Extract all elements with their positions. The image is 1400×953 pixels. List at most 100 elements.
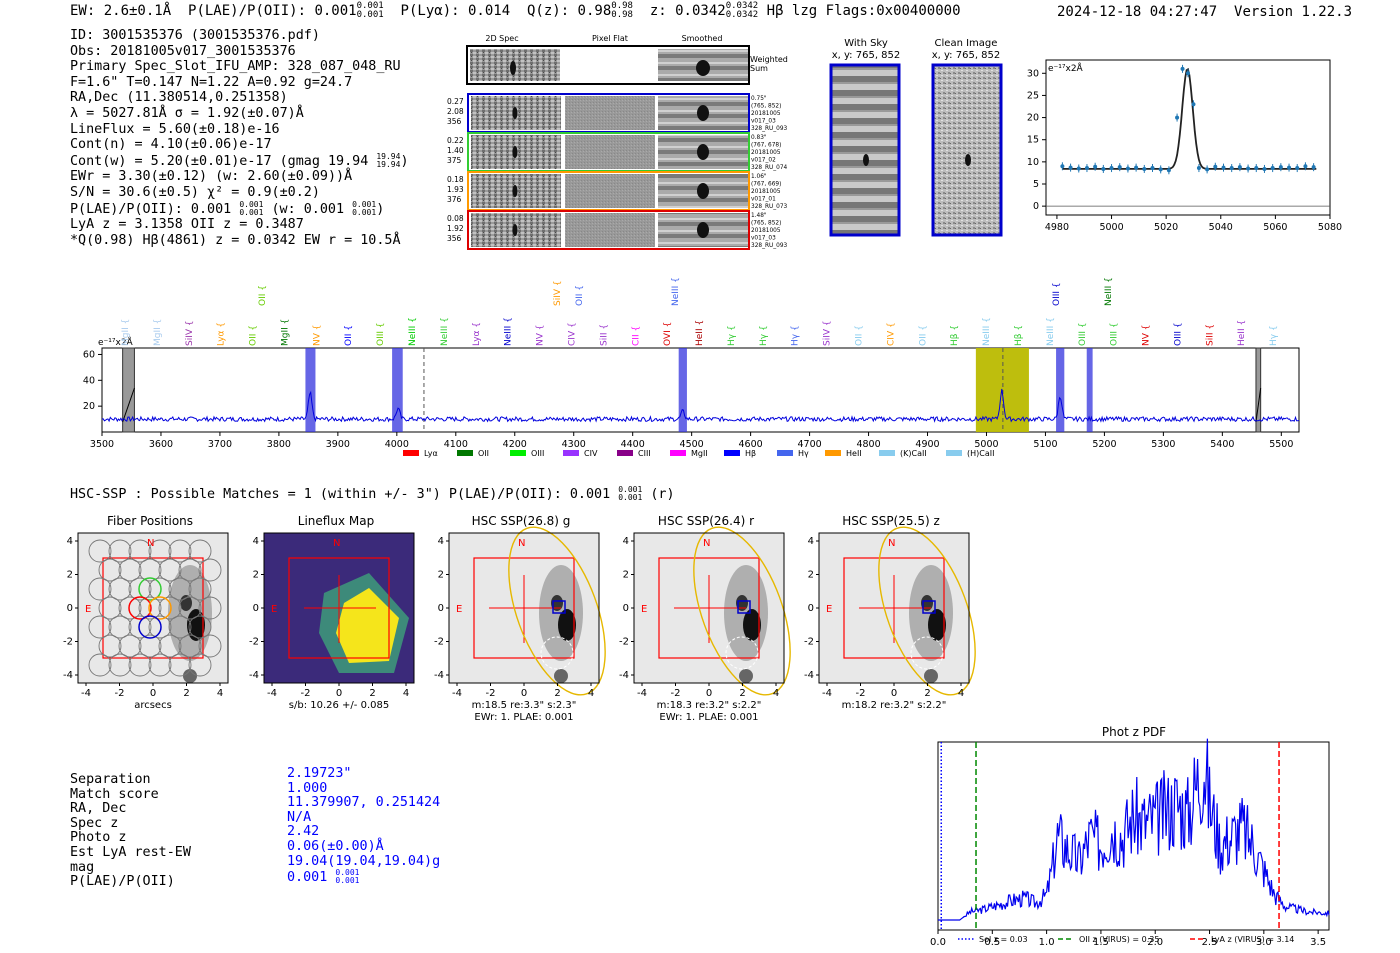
fiber-circle [168,539,192,563]
photz-xtick-label: 3.0 [1256,937,1272,948]
cutout-signal [512,107,518,119]
spectrum-ytick-label: 60 [83,349,95,360]
fiber-circle [148,615,172,639]
fiber-circle [158,596,182,620]
spectrum-xtick-label: 5400 [1210,439,1234,450]
fiber-circle [128,615,152,639]
fit-point [1262,166,1267,171]
hsc-caption-1: m:18.2 re:3.2" s:2.2" [842,700,947,711]
hsc-panel-svg: HSC SSP(26.8) g N E 4 2 0 -2 -4 -4 -2 0 2 4 m:18.5 re… [434,514,606,723]
spectrum-upper-label: NeIII { [1104,277,1114,306]
photz-legend-label: Sol z = 0.03 [979,935,1028,944]
spectrum-upper-label: OII { [575,285,585,306]
hsc-xtick-label: -2 [115,688,125,699]
fit-unit: e⁻¹⁷x2Å [1048,62,1084,74]
cutout-signal [512,224,518,236]
cutout-smoothed-signal [697,144,709,160]
fit-point [1150,166,1155,171]
legend-label: OII [478,449,489,458]
info-contw-sup: 19.94 [376,151,401,161]
match-label-7: P(LAE)/P(OII) [70,874,175,890]
col-smoothed: Smoothed [682,34,723,43]
east-label: E [641,604,647,615]
fiber-circle [88,577,112,601]
fit-point [1093,164,1098,169]
spectrum-highlight [392,348,403,432]
fiber-circle [198,558,222,582]
fiber-circle [98,596,122,620]
fit-ytick-label: 5 [1033,179,1039,190]
spectrum-ticks: 3500 3600 3700 3800 3900 4000 4100 4200 4300 4400… [83,349,1293,450]
legend-label: Hγ [798,449,809,458]
hsc-heading-sup: 0.001 [618,485,643,494]
hsc-xtick-label: 2 [924,688,930,699]
hsc-panel-title: HSC SSP(25.5) z [842,514,940,528]
fiber-circle [88,539,112,563]
hsc-xtick-label: 0 [706,688,712,699]
lineflux-peak [336,588,399,663]
spectrum-line-label: NV { [536,325,546,346]
hsc-panel-svg: Fiber Positions N E 4 2 0 -2 -4 -4 -2 0 2 4 arcsecs [63,514,229,711]
fiber-circle [128,653,152,677]
cutout-right-label: 1.06" [751,174,767,180]
hsc-xtick-label: 0 [336,688,342,699]
hsc-panel-frame [818,532,970,684]
weighted-label-1: Weighted [750,55,788,64]
spectrum-ytick-label: 20 [83,401,95,412]
weighted-label-2: Sum [750,64,768,73]
fiber-orange [148,596,172,620]
fit-xtick-label: 5020 [1154,222,1178,233]
fit-point [1109,166,1114,171]
info-plae-sup: 0.001 [239,199,264,209]
header-z-tail: Hβ lzg Flags:0x00400000 [766,3,961,19]
hsc-ytick-label: 0 [253,603,259,614]
hsc-panel-frame [263,532,415,684]
spectrum-line-label: Hγ { [791,325,801,346]
spectrum-line-label: NeIII { [440,317,450,346]
hsc-ytick-label: 0 [438,603,444,614]
fiber-circle [188,539,212,563]
spectrum-line-label: Lyα { [217,322,227,346]
hsc-panel: Lineflux Map N E 4 2 0 -2 -4 -4 -2 0 2 4 s/b: 10.26 +… [236,510,421,729]
legend-swatch [777,450,793,456]
fit-point [1076,166,1081,171]
hsc-panel-frame [633,532,785,684]
fiber-circle [188,577,212,601]
info-plae-w: (w: 0.001 [271,201,345,217]
clean-label: Clean Image x, y: 765, 852 [928,38,1004,62]
fit-point [1311,165,1316,170]
match-value-7: 0.001 0.001 0.001 [287,869,440,886]
spectrum-ytick-label: 40 [83,375,95,386]
galaxy-core [558,609,576,641]
hsc-heading-sub: 0.001 [618,493,643,502]
spectrum-xtick-label: 4600 [739,439,763,450]
hsc-xtick-label: 2 [183,688,189,699]
galaxy-ellipse [693,526,791,696]
fit-xtick-label: 5080 [1318,222,1342,233]
legend-swatch [403,450,419,456]
line-fit-plot: e⁻¹⁷x2Å 4980 5000 5020 5040 5060 5080 0 5 10 15 20… [1027,59,1342,233]
info-contw: Cont(w) = 5.20(±0.01)e-17 (gmag 19.94 19… [70,151,409,169]
galaxy-core [928,609,946,641]
spectrum-line-label: NV { [312,325,322,346]
info-radec: RA,Dec (11.380514,0.251358) [70,90,288,106]
fit-point [1213,164,1218,169]
match-label-1: Match score [70,786,159,802]
spectrum-line-label: NeIII { [1046,317,1056,346]
match-plae: 0.001 [287,870,328,886]
info-contn: Cont(n) = 4.10(±0.06)e-17 [70,137,272,153]
cutout-left-label: 0.08 [447,214,464,223]
hsc-ytick-label: 4 [808,536,814,547]
cutout-pixelflat [565,96,655,130]
match-label-4: Photo z [70,830,127,846]
hsc-ytick-label: 2 [438,570,444,581]
fiber-circle [168,577,192,601]
hsc-heading-tail: (r) [650,487,675,502]
cutout-right-label: v017_01 [751,197,776,203]
hsc-panel-frame [448,532,600,684]
header-qz-sub: 0.98 [611,10,633,20]
galaxy-ellipse [878,526,976,696]
fiber-circle [118,558,142,582]
legend-swatch [670,450,686,456]
hsc-ytick-label: -4 [249,670,259,681]
